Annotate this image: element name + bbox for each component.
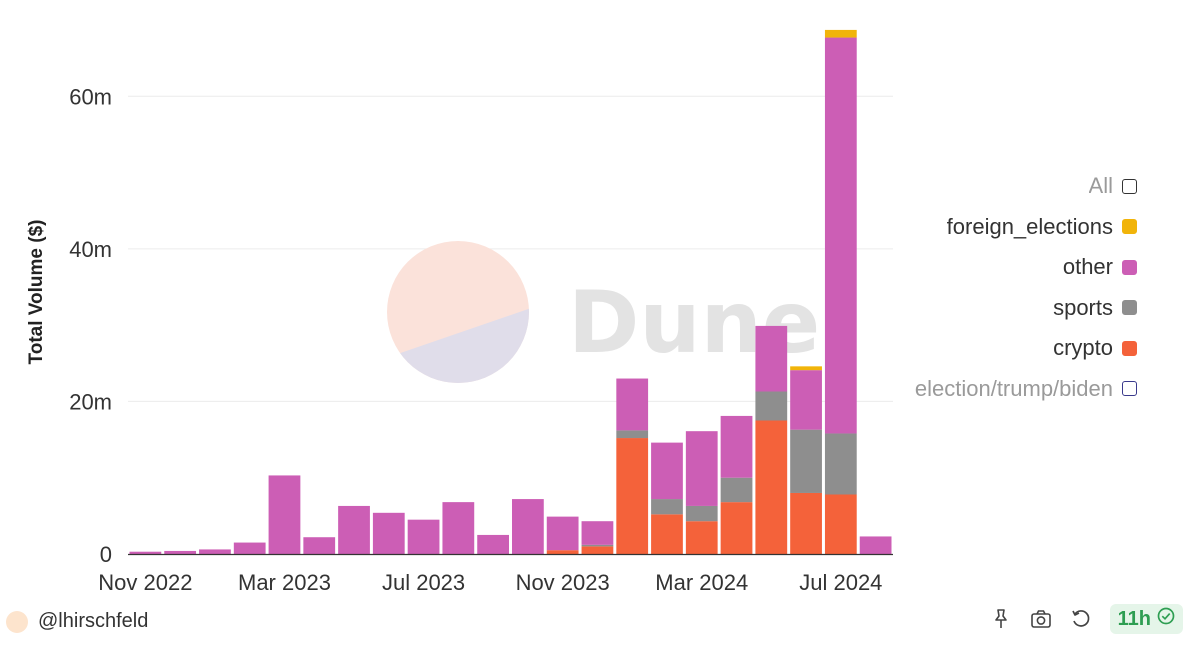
bar-crypto-2023-12[interactable] [581,546,614,554]
x-tick-label: Mar 2023 [238,570,331,595]
avatar [6,610,28,633]
legend-item-sports[interactable]: sports [837,288,1137,329]
x-tick-label: Jul 2024 [799,570,882,595]
legend-label: sports [1053,294,1113,320]
x-tick-label: Nov 2023 [516,570,610,595]
bar-sports-2024-07[interactable] [824,433,857,495]
bar-other-2022-12[interactable] [164,550,197,554]
bar-other-2023-05[interactable] [338,505,370,554]
legend-swatch [1122,219,1137,235]
bar-other-2023-10[interactable] [512,499,544,554]
bar-sports-2023-12[interactable] [581,544,614,547]
bar-other-2024-03[interactable] [685,431,718,506]
refresh-age: 11h [1117,607,1151,630]
bar-foreign-elections-2024-06[interactable] [790,366,822,371]
author-name: @lhirschfeld [38,610,149,632]
bar-other-2023-02[interactable] [233,542,266,554]
x-tick-label: Nov 2022 [98,570,192,595]
bar-sports-2024-04[interactable] [720,477,753,503]
bar-sports-2024-02[interactable] [651,499,683,515]
legend-item-other[interactable]: other [837,247,1137,288]
bar-crypto-2024-01[interactable] [616,438,649,554]
bar-other-2024-02[interactable] [651,442,683,500]
bar-other-2023-03[interactable] [268,475,301,554]
legend-item-election-trump-biden[interactable]: election/trump/biden [837,369,1137,410]
bar-sports-2024-06[interactable] [790,429,822,493]
bar-foreign-elections-2024-07[interactable] [824,29,857,38]
bar-sports-2024-01[interactable] [616,430,649,439]
legend-swatch [1122,340,1137,356]
bar-other-2023-01[interactable] [199,549,231,554]
legend-item-crypto[interactable]: crypto [837,328,1137,369]
bar-other-2023-08[interactable] [442,502,475,554]
bar-other-2023-11[interactable] [546,516,579,551]
bar-sports-2024-03[interactable] [685,505,718,522]
bar-crypto-2024-05[interactable] [755,420,788,555]
refresh-status-badge[interactable]: 11h [1109,604,1183,634]
bars [129,29,892,555]
bar-crypto-2024-07[interactable] [824,494,857,555]
legend-swatch [1122,300,1137,316]
legend-swatch [1122,259,1137,275]
bar-other-2024-05[interactable] [755,325,788,392]
legend-label: crypto [1053,335,1113,361]
bar-other-2024-04[interactable] [720,415,753,478]
y-axis-title: Total Volume ($) [26,220,47,365]
bar-other-2024-01[interactable] [616,378,649,431]
x-tick-label: Jul 2023 [382,570,465,595]
bar-other-2023-12[interactable] [581,521,614,545]
legend-swatch [1122,178,1137,194]
y-tick-label: 20m [69,389,112,414]
bar-crypto-2024-03[interactable] [685,521,718,554]
bar-crypto-2024-06[interactable] [790,492,822,554]
footer-actions: 11h [974,604,1183,634]
pin-icon[interactable] [988,606,1014,632]
author-credit: @lhirschfeld [6,610,148,633]
bar-other-2023-09[interactable] [477,534,509,554]
bar-other-2022-11[interactable] [129,551,162,554]
axes: 0 20m 40m 60m Nov 2022 Mar 2023 Jul 2023 Nov 20… [69,84,893,595]
bar-other-2023-07[interactable] [407,519,440,554]
bar-crypto-2024-02[interactable] [651,514,683,554]
bar-other-2024-08[interactable] [859,536,892,554]
bar-other-2024-07[interactable] [824,37,857,434]
bar-sports-2024-05[interactable] [755,391,788,421]
legend-item-all[interactable]: All [837,166,1137,207]
bar-crypto-2024-04[interactable] [720,502,753,554]
legend-item-foreign-elections[interactable]: foreign_elections [837,207,1137,248]
refresh-icon[interactable] [1068,606,1094,632]
legend-label: All [1088,173,1113,199]
y-tick-label: 0 [100,542,112,567]
camera-icon[interactable] [1028,606,1054,632]
bar-crypto-2023-11[interactable] [546,550,579,554]
y-tick-label: 60m [69,84,112,109]
legend-label: foreign_elections [946,213,1113,239]
x-tick-label: Mar 2024 [655,570,748,595]
bar-other-2024-06[interactable] [790,370,822,430]
legend-label: election/trump/biden [914,375,1113,401]
legend-label: other [1062,254,1113,280]
dune-watermark: Dune [387,241,820,383]
bar-other-2023-04[interactable] [303,537,336,554]
y-tick-label: 40m [69,237,112,262]
check-circle-icon [1157,607,1175,631]
bar-other-2023-06[interactable] [372,512,405,554]
legend-swatch [1122,381,1137,397]
